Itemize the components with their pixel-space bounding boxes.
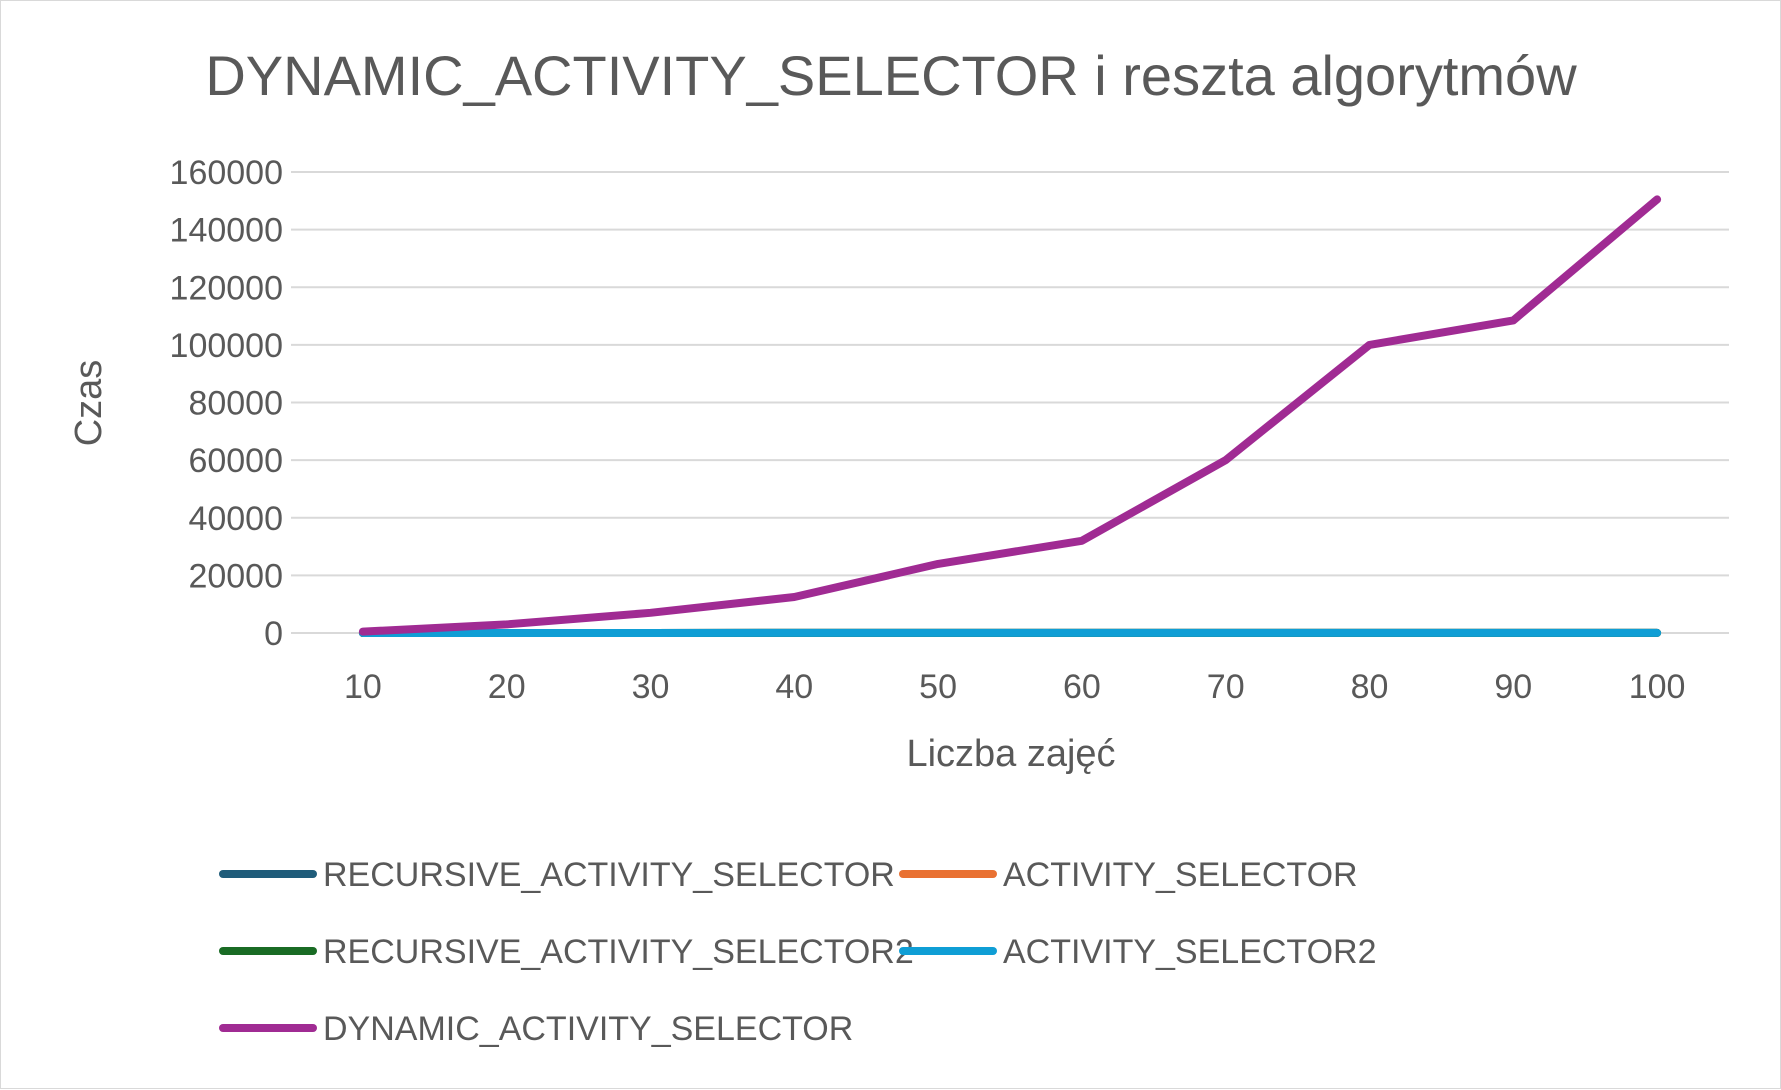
y-tick-label: 80000 <box>188 385 283 423</box>
legend-label: RECURSIVE_ACTIVITY_SELECTOR2 <box>323 933 914 971</box>
gridlines <box>291 172 1729 633</box>
series-lines <box>363 199 1657 633</box>
x-tick-label: 60 <box>1063 668 1101 706</box>
x-tick-label: 40 <box>775 668 813 706</box>
x-axis-label: Liczba zajęć <box>906 733 1115 775</box>
x-tick-label: 10 <box>344 668 382 706</box>
y-tick-label: 60000 <box>188 442 283 480</box>
legend-label: RECURSIVE_ACTIVITY_SELECTOR <box>323 856 895 894</box>
series-line <box>363 199 1657 631</box>
x-tick-label: 30 <box>632 668 670 706</box>
x-tick-label: 20 <box>488 668 526 706</box>
x-tick-label: 90 <box>1494 668 1532 706</box>
legend-label: DYNAMIC_ACTIVITY_SELECTOR <box>323 1010 853 1048</box>
y-tick-label: 20000 <box>188 557 283 595</box>
x-tick-label: 100 <box>1629 668 1686 706</box>
y-tick-label: 100000 <box>170 327 283 365</box>
y-tick-label: 140000 <box>170 212 283 250</box>
chart-title: DYNAMIC_ACTIVITY_SELECTOR i reszta algor… <box>205 44 1577 107</box>
x-tick-label: 50 <box>919 668 957 706</box>
y-tick-label: 0 <box>264 615 283 653</box>
y-axis-ticks: 0 20000 40000 60000 80000 100000 120000 140000 1… <box>170 154 283 653</box>
x-tick-label: 80 <box>1351 668 1389 706</box>
legend-label: ACTIVITY_SELECTOR <box>1003 856 1358 894</box>
y-tick-label: 40000 <box>188 500 283 538</box>
y-tick-label: 160000 <box>170 154 283 192</box>
y-tick-label: 120000 <box>170 269 283 307</box>
legend-label: ACTIVITY_SELECTOR2 <box>1003 933 1377 971</box>
y-axis-label: Czas <box>68 360 110 447</box>
x-tick-label: 70 <box>1207 668 1245 706</box>
legend: RECURSIVE_ACTIVITY_SELECTOR ACTIVITY_SELE… <box>223 856 1377 1048</box>
x-axis-ticks: 10 20 30 40 50 60 70 80 90 100 <box>344 668 1685 706</box>
